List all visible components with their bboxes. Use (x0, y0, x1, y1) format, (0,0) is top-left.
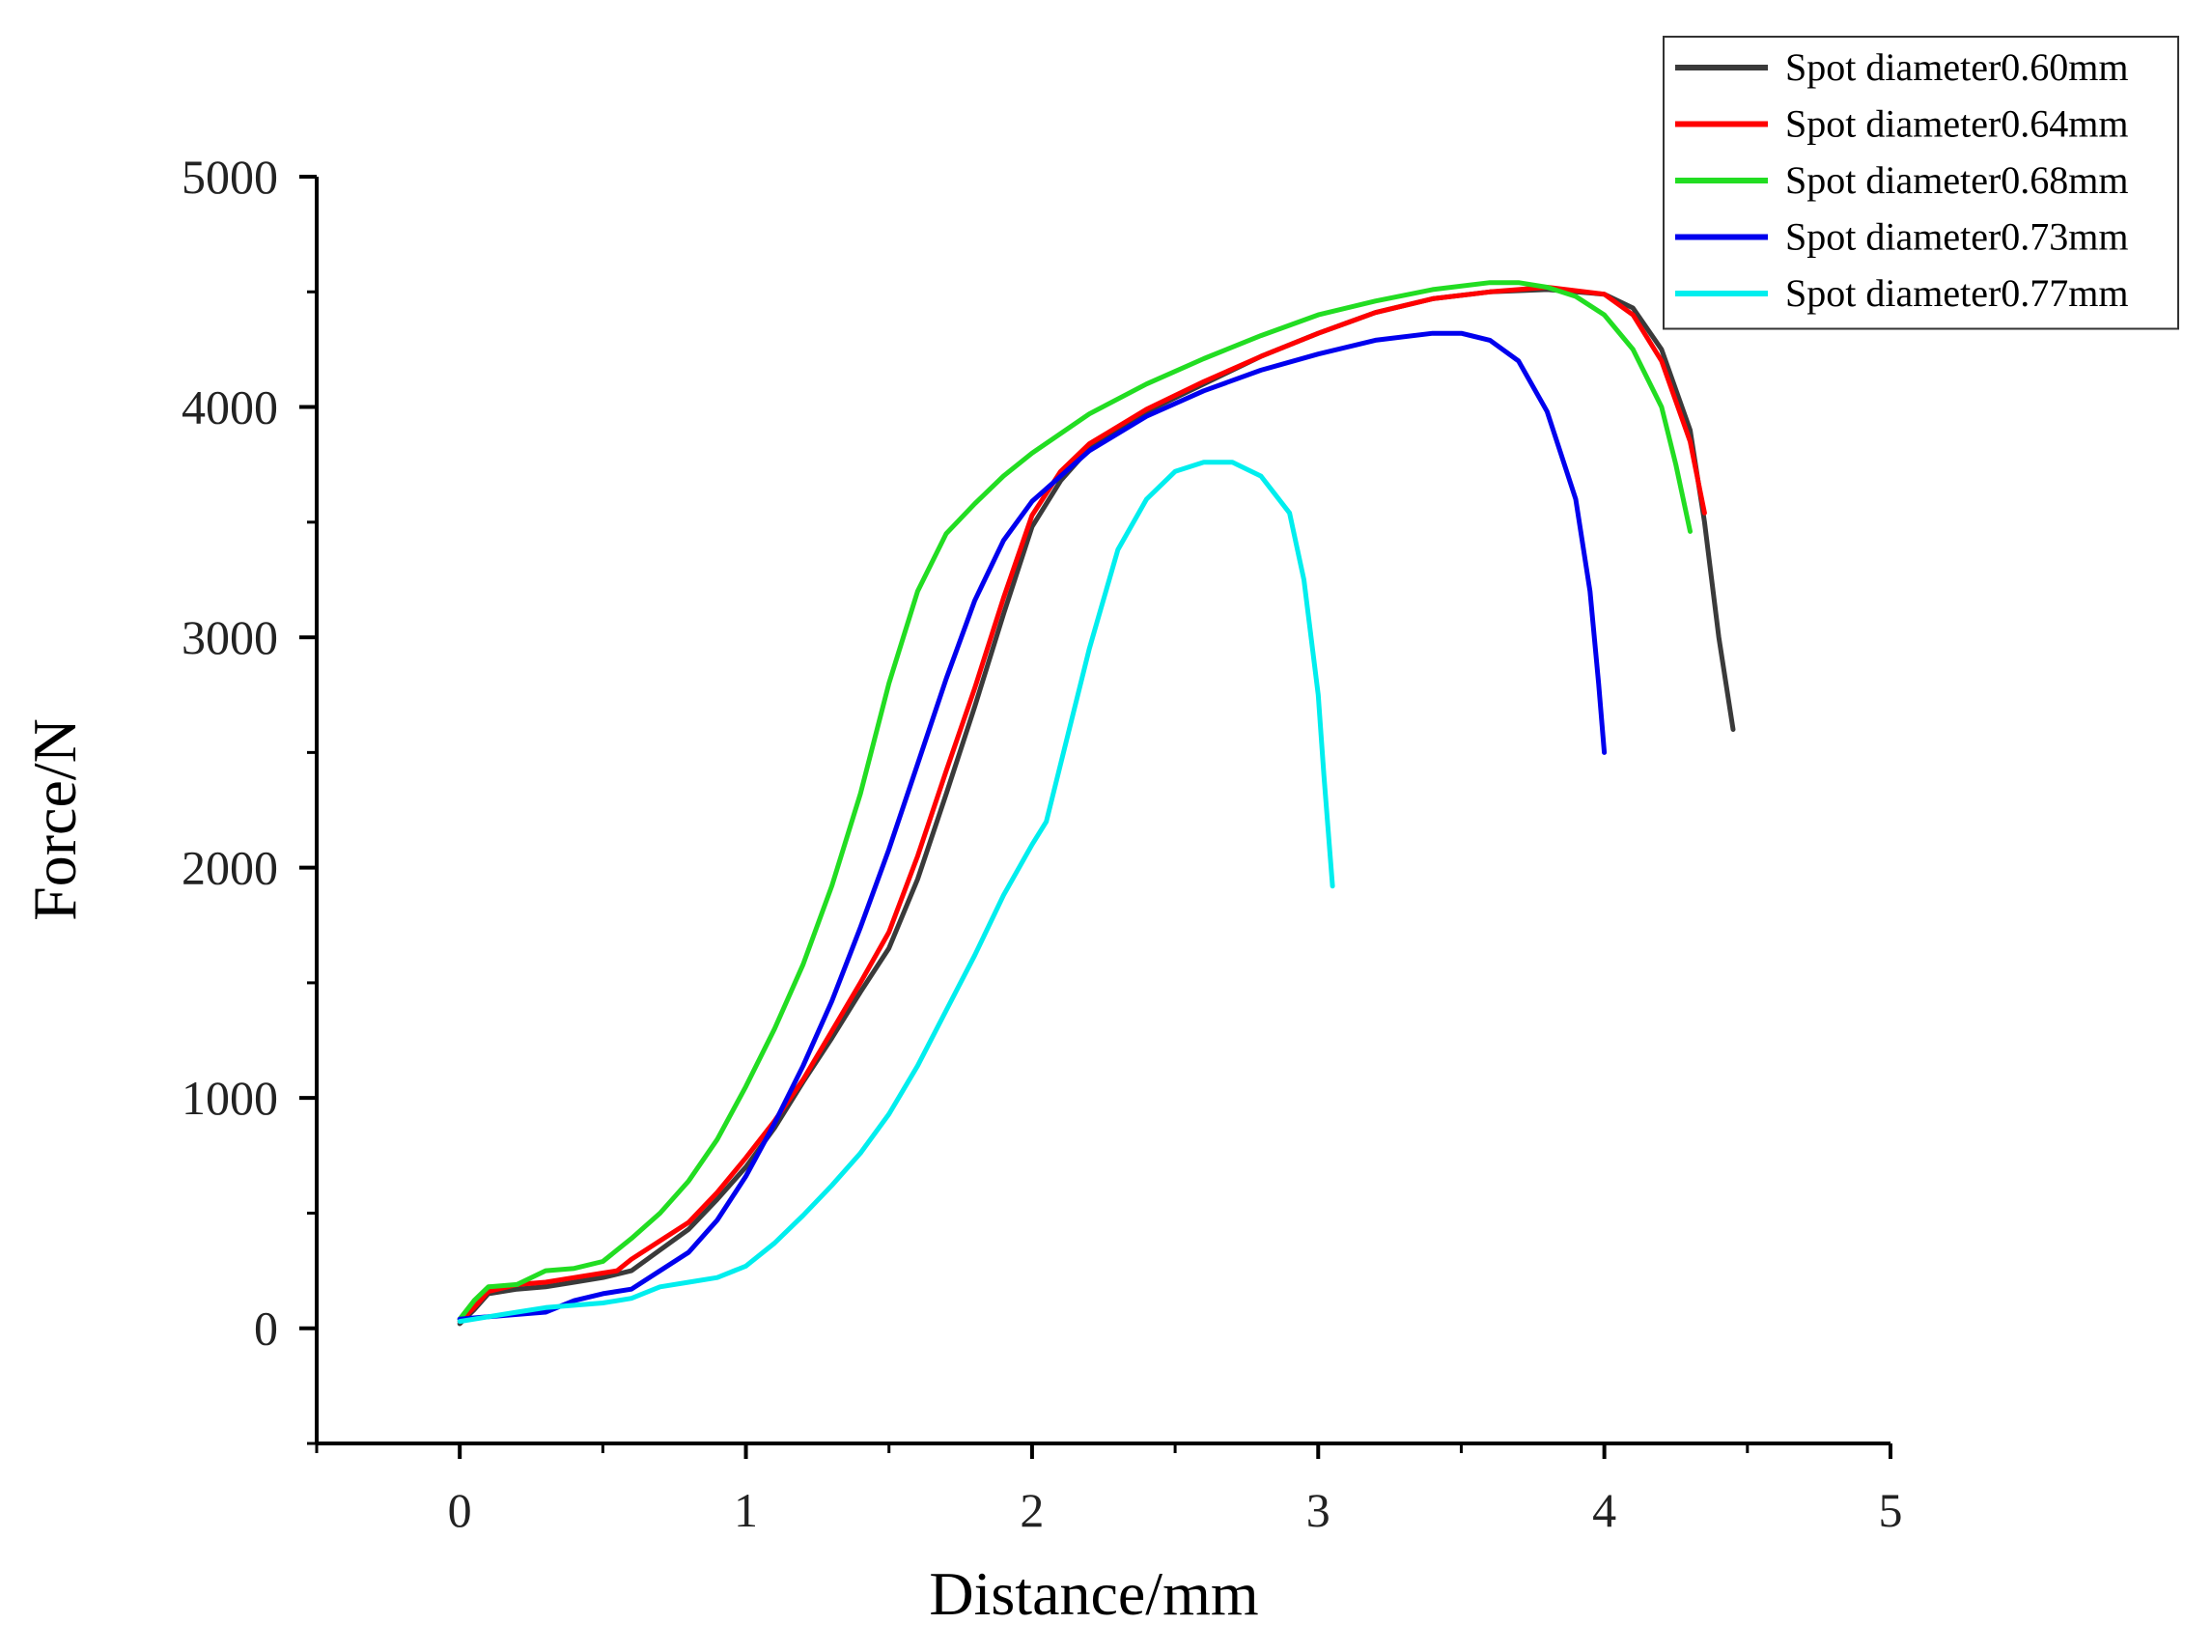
x-tick-label: 0 (448, 1483, 472, 1537)
y-tick-label: 4000 (182, 380, 278, 434)
series-line-5 (457, 460, 1335, 1325)
x-axis-title: Distance/mm (929, 1559, 1258, 1628)
x-tick-label: 1 (734, 1483, 758, 1537)
y-tick-label: 1000 (182, 1071, 278, 1125)
y-tick-label: 5000 (182, 150, 278, 204)
x-tick-label: 5 (1879, 1483, 1903, 1537)
series-line-3 (457, 280, 1693, 1322)
y-axis-title: Force/N (20, 718, 89, 921)
legend-label: Spot diameter0.64mm (1785, 102, 2129, 146)
y-axis-ticks: 0 1000 2000 3000 4000 5000 (182, 150, 317, 1445)
y-tick-label: 3000 (182, 610, 278, 664)
legend-label: Spot diameter0.77mm (1785, 271, 2129, 315)
x-tick-label: 2 (1020, 1483, 1044, 1537)
legend: Spot diameter0.60mm Spot diameter0.64mm Sp… (1663, 36, 2179, 330)
legend-label: Spot diameter0.60mm (1785, 45, 2129, 89)
x-axis-ticks: 0 1 2 3 4 5 (315, 1443, 1903, 1537)
legend-label: Spot diameter0.68mm (1785, 158, 2129, 202)
x-tick-label: 4 (1592, 1483, 1616, 1537)
y-tick-label: 2000 (182, 841, 278, 895)
x-tick-label: 3 (1306, 1483, 1330, 1537)
legend-label: Spot diameter0.73mm (1785, 215, 2129, 259)
series-lines (457, 280, 1736, 1327)
series-line-4 (457, 330, 1608, 1322)
series-line-2 (457, 285, 1707, 1325)
y-tick-label: 0 (254, 1302, 278, 1356)
